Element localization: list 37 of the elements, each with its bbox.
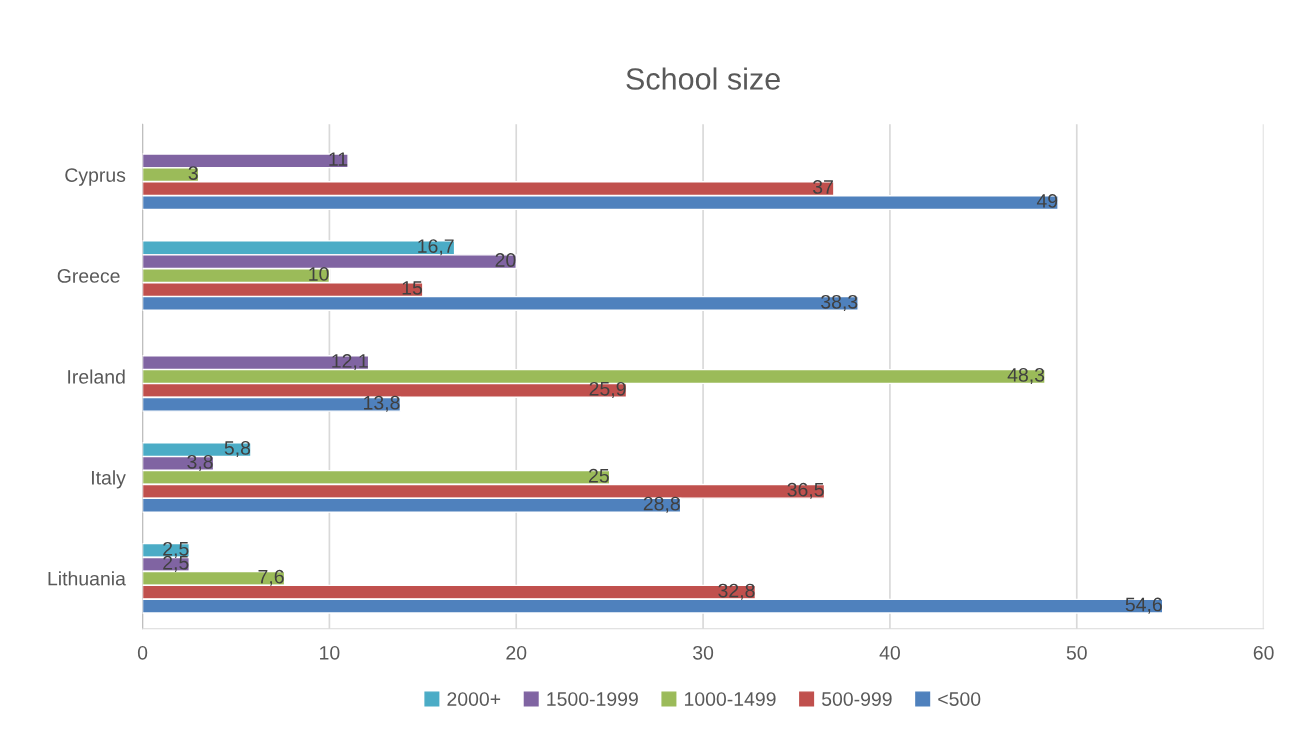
y-tick-label: Greece — [57, 269, 120, 283]
data-label: 11 — [329, 152, 348, 166]
x-tick-label: 10 — [320, 645, 340, 660]
legend-label: 500-999 — [821, 692, 892, 706]
x-tick-label: 0 — [137, 645, 148, 660]
data-label: 7,6 — [258, 569, 284, 586]
data-label: 36,5 — [787, 482, 824, 499]
y-tick-label: Cyprus — [65, 168, 126, 186]
x-tick-label: 20 — [506, 645, 527, 660]
data-label: 37 — [812, 180, 833, 194]
x-tick-label: 40 — [879, 645, 900, 660]
data-label: 16,7 — [418, 239, 454, 256]
x-tick-label: 30 — [693, 645, 714, 660]
data-label: 3 — [188, 166, 198, 180]
data-label: 48,3 — [1007, 367, 1045, 385]
data-label: 54,6 — [1125, 597, 1162, 614]
legend-label: 2000+ — [447, 692, 501, 706]
data-label: 15 — [402, 281, 423, 295]
data-label: 12,1 — [332, 354, 368, 371]
data-label: 10 — [309, 267, 329, 281]
y-tick-label: Italy — [92, 470, 126, 489]
x-tick-label: 50 — [1066, 645, 1087, 660]
data-label: 28,8 — [643, 496, 680, 513]
y-tick-label: Ireland — [68, 369, 125, 384]
data-label: 13,8 — [364, 395, 400, 412]
x-tick-label: 60 — [1253, 645, 1274, 660]
data-label: 5,8 — [224, 441, 251, 458]
data-label: 49 — [1036, 194, 1058, 208]
data-label: 25 — [589, 468, 609, 483]
y-tick-label: Lithuania — [48, 571, 126, 586]
data-label: 25,9 — [589, 381, 626, 398]
data-label: 3,8 — [187, 454, 213, 471]
legend-label: <500 — [938, 692, 981, 706]
legend-label: 1000-1499 — [684, 692, 776, 706]
chart-title: School size — [626, 67, 780, 90]
legend-label: 1500-1999 — [547, 692, 638, 706]
data-label: 32,8 — [718, 583, 755, 600]
